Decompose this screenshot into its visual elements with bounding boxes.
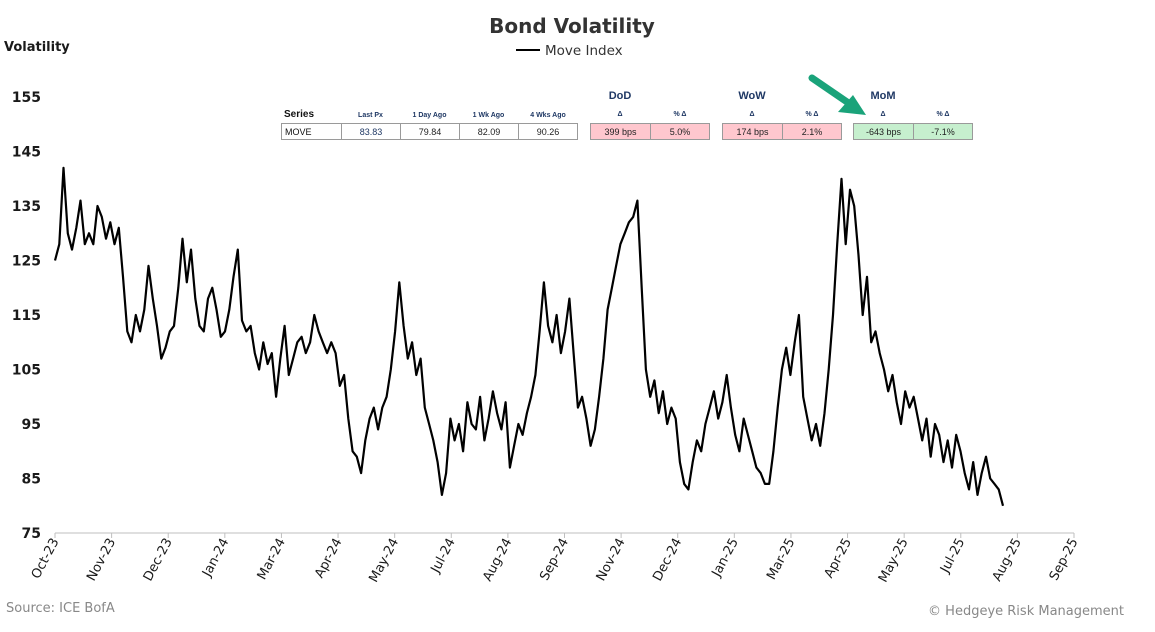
x-tick-label: Apr-24: [312, 536, 345, 581]
arrow-shaft: [808, 74, 854, 108]
chart-title: Bond Volatility: [489, 14, 655, 38]
x-tick-label: Sep-25: [1047, 536, 1082, 583]
x-tick-label: Sep-24: [537, 536, 572, 583]
y-axis: 75 85 95 105 115 125 135 145 155: [12, 90, 41, 542]
y-tick-label: 75: [22, 526, 41, 542]
x-axis: Oct-23 Nov-23 Dec-23 Jan-24 Mar-24 Apr-24 May-…: [29, 532, 1082, 585]
arrow-annotation: [808, 74, 866, 115]
x-tick-label: May-24: [366, 536, 402, 585]
source-note: Source: ICE BofA: [6, 601, 115, 616]
y-tick-label: 145: [12, 145, 41, 161]
y-tick-label: 125: [12, 254, 41, 270]
y-tick-label: 85: [22, 472, 41, 488]
x-tick-label: Dec-24: [650, 536, 685, 584]
x-tick-label: Nov-23: [84, 536, 119, 584]
x-tick-label: May-25: [876, 536, 912, 585]
y-tick-label: 105: [12, 363, 41, 379]
y-axis-title: Volatility: [4, 40, 70, 55]
x-tick-label: Nov-24: [594, 536, 629, 584]
copyright-note: © Hedgeye Risk Management: [928, 604, 1124, 619]
y-tick-label: 135: [12, 199, 41, 215]
move-index-line: [53, 166, 1005, 507]
x-tick-label: Jul-24: [428, 536, 459, 577]
arrow-head: [838, 95, 866, 115]
x-tick-label: Mar-25: [764, 536, 798, 583]
x-tick-label: Aug-24: [480, 536, 515, 584]
y-tick-label: 95: [22, 417, 41, 433]
y-tick-label: 155: [12, 90, 41, 106]
x-tick-label: Oct-23: [29, 536, 63, 582]
x-tick-label: Jul-25: [937, 536, 968, 577]
x-tick-label: Dec-23: [141, 536, 176, 584]
x-tick-label: Jan-25: [709, 536, 742, 580]
x-tick-label: Apr-25: [822, 536, 855, 581]
x-tick-label: Aug-25: [990, 536, 1025, 584]
x-tick-label: Mar-24: [255, 536, 289, 583]
y-tick-label: 115: [12, 308, 41, 324]
x-tick-label: Jan-24: [199, 536, 232, 580]
legend-label: Move Index: [545, 43, 623, 59]
legend: Move Index: [516, 43, 623, 59]
